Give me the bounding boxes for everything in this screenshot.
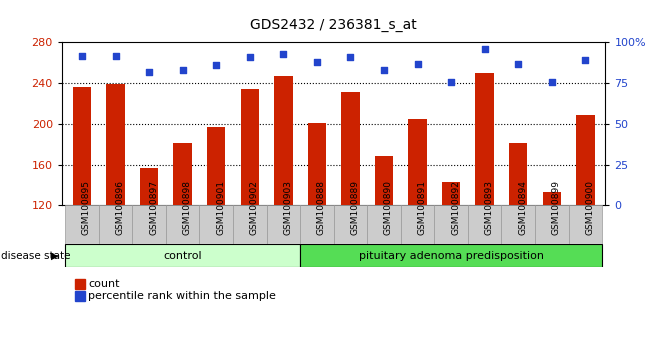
Text: GSM100892: GSM100892 — [451, 180, 460, 235]
Text: control: control — [163, 251, 202, 261]
Text: GSM100889: GSM100889 — [350, 180, 359, 235]
Bar — [442, 182, 460, 205]
Text: GSM100896: GSM100896 — [115, 180, 124, 235]
Bar — [333, 205, 367, 244]
Point — [547, 79, 557, 84]
Bar — [300, 205, 333, 244]
Text: GSM100894: GSM100894 — [518, 180, 527, 235]
Bar — [501, 205, 535, 244]
Bar — [266, 205, 300, 244]
Bar — [166, 205, 199, 244]
Bar — [475, 73, 494, 205]
Text: count: count — [88, 279, 119, 289]
Bar — [73, 87, 91, 205]
Point — [110, 53, 120, 58]
Bar — [240, 89, 259, 205]
Bar — [308, 123, 326, 205]
Bar — [341, 92, 359, 205]
Bar — [535, 205, 568, 244]
Point — [580, 58, 590, 63]
Bar — [468, 205, 501, 244]
Bar — [173, 143, 192, 205]
Text: GDS2432 / 236381_s_at: GDS2432 / 236381_s_at — [250, 18, 417, 32]
Text: ▶: ▶ — [51, 251, 59, 261]
Text: GSM100899: GSM100899 — [552, 180, 561, 235]
Bar — [434, 205, 468, 244]
Point — [479, 46, 490, 52]
Bar — [509, 143, 527, 205]
Text: pituitary adenoma predisposition: pituitary adenoma predisposition — [359, 251, 544, 261]
Point — [446, 79, 456, 84]
Text: GSM100891: GSM100891 — [417, 180, 426, 235]
Text: GSM100893: GSM100893 — [484, 180, 493, 235]
Bar — [367, 205, 401, 244]
Bar — [542, 192, 561, 205]
Text: GSM100901: GSM100901 — [216, 180, 225, 235]
Bar — [408, 119, 427, 205]
Point — [278, 51, 288, 57]
Bar — [375, 156, 393, 205]
Text: GSM100900: GSM100900 — [585, 180, 594, 235]
Point — [77, 53, 87, 58]
Text: GSM100890: GSM100890 — [384, 180, 393, 235]
Bar — [233, 205, 266, 244]
Bar — [99, 205, 132, 244]
Bar — [207, 127, 225, 205]
Bar — [65, 244, 300, 267]
Text: GSM100902: GSM100902 — [250, 180, 258, 235]
Bar — [300, 244, 602, 267]
Bar — [568, 205, 602, 244]
Point — [211, 62, 221, 68]
Bar — [106, 84, 125, 205]
Bar — [274, 76, 292, 205]
Bar — [132, 205, 166, 244]
Point — [245, 54, 255, 60]
Point — [345, 54, 355, 60]
Bar — [576, 115, 594, 205]
Bar — [401, 205, 434, 244]
Point — [178, 67, 188, 73]
Bar — [140, 168, 158, 205]
Point — [144, 69, 154, 75]
Text: GSM100903: GSM100903 — [283, 180, 292, 235]
Point — [513, 61, 523, 67]
Text: disease state: disease state — [1, 251, 70, 261]
Point — [312, 59, 322, 65]
Point — [379, 67, 389, 73]
Text: percentile rank within the sample: percentile rank within the sample — [88, 291, 276, 301]
Bar — [199, 205, 233, 244]
Text: GSM100888: GSM100888 — [317, 180, 326, 235]
Bar — [65, 205, 99, 244]
Text: GSM100897: GSM100897 — [149, 180, 158, 235]
Text: GSM100898: GSM100898 — [183, 180, 191, 235]
Text: GSM100895: GSM100895 — [82, 180, 91, 235]
Point — [412, 61, 422, 67]
